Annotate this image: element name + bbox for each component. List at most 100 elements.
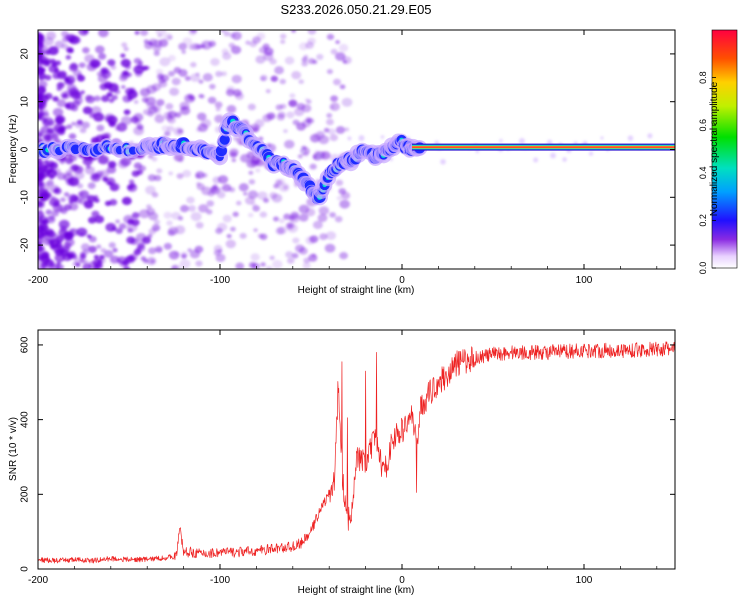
- noise-blob: [167, 110, 177, 119]
- noise-blob: [99, 83, 108, 91]
- noise-blob: [109, 183, 119, 192]
- noise-blob: [600, 136, 604, 140]
- noise-blob: [174, 225, 186, 235]
- noise-blob: [43, 112, 50, 118]
- noise-blob: [339, 84, 346, 90]
- noise-blob: [209, 83, 216, 90]
- noise-blob: [56, 71, 67, 80]
- noise-blob: [226, 233, 232, 239]
- noise-blob: [54, 188, 60, 194]
- noise-blob: [123, 214, 134, 224]
- noise-blob: [166, 220, 173, 226]
- noise-blob: [312, 220, 323, 230]
- noise-blob: [50, 195, 56, 200]
- noise-blob: [140, 256, 147, 261]
- noise-blob: [286, 111, 295, 119]
- noise-blob: [128, 179, 135, 185]
- noise-blob: [103, 249, 114, 258]
- noise-blob: [167, 35, 173, 40]
- noise-blob: [243, 191, 248, 196]
- noise-blob: [291, 252, 299, 259]
- noise-blob: [316, 154, 322, 159]
- noise-blob: [54, 60, 62, 66]
- noise-blob: [39, 35, 44, 39]
- noise-blob: [326, 69, 333, 75]
- noise-blob: [131, 212, 140, 219]
- noise-blob: [64, 103, 71, 109]
- noise-blob: [94, 45, 105, 54]
- noise-blob: [62, 93, 68, 99]
- noise-blob: [291, 70, 302, 80]
- noise-blob: [69, 63, 79, 71]
- noise-blob: [325, 231, 337, 240]
- noise-blob: [60, 197, 66, 203]
- noise-blob: [208, 40, 216, 47]
- noise-blob: [228, 187, 236, 193]
- spectrogram-y-axis: -20 -10 0 10 20: [20, 48, 675, 252]
- noise-blob: [38, 175, 44, 180]
- noise-blob: [283, 139, 295, 149]
- noise-blob: [56, 261, 61, 266]
- noise-blob: [63, 192, 70, 197]
- snr-y-tick-label: 400: [20, 411, 31, 428]
- noise-blob: [231, 31, 242, 41]
- noise-blob: [239, 232, 247, 239]
- noise-blob: [64, 34, 71, 40]
- noise-blob: [87, 182, 96, 189]
- noise-blob: [138, 165, 147, 172]
- noise-blob: [329, 134, 338, 142]
- noise-blob: [550, 152, 556, 159]
- noise-blob: [164, 130, 171, 137]
- noise-blob: [533, 157, 539, 163]
- colorbar: 0.0 0.2 0.4 0.6 0.8 Normalized spectral ampl…: [698, 29, 738, 274]
- noise-blob: [215, 253, 226, 263]
- noise-blob: [163, 211, 172, 219]
- noise-blob: [286, 257, 295, 264]
- noise-blob: [181, 50, 187, 54]
- noise-blob: [107, 161, 117, 169]
- noise-blob: [64, 238, 75, 247]
- noise-blob: [298, 79, 305, 85]
- noise-blob: [67, 193, 79, 203]
- noise-blob: [57, 128, 66, 136]
- noise-blob: [123, 46, 129, 52]
- noise-blob: [231, 158, 237, 163]
- noise-blob: [45, 31, 57, 41]
- noise-blob: [87, 216, 97, 224]
- noise-blob: [151, 83, 162, 92]
- noise-blob: [287, 223, 299, 233]
- noise-blob: [247, 212, 254, 218]
- noise-blob: [66, 124, 73, 130]
- noise-blob: [269, 255, 275, 261]
- noise-blob: [54, 115, 66, 124]
- noise-blob: [107, 59, 116, 66]
- noise-blob: [280, 39, 286, 44]
- noise-blob: [301, 104, 312, 113]
- noise-blob: [40, 255, 51, 264]
- noise-blob: [66, 79, 74, 85]
- noise-blob: [76, 119, 83, 125]
- noise-blob: [335, 40, 340, 45]
- snr-frame: [37, 329, 676, 570]
- noise-blob: [56, 172, 66, 180]
- noise-blob: [115, 227, 123, 234]
- noise-blob: [38, 45, 49, 54]
- noise-blob: [54, 253, 65, 263]
- noise-blob: [69, 203, 79, 211]
- spectrogram-x-tick-label: 100: [576, 275, 593, 286]
- noise-blob: [44, 92, 53, 100]
- noise-blob: [90, 172, 102, 182]
- noise-blob: [159, 57, 171, 67]
- noise-blob: [145, 65, 150, 70]
- noise-blob: [129, 87, 136, 93]
- colorbar-ticks: 0.0 0.2 0.4 0.6 0.8: [698, 71, 716, 274]
- noise-blob: [101, 95, 110, 102]
- noise-blob: [168, 250, 180, 260]
- noise-blob: [147, 111, 154, 117]
- noise-blob: [78, 30, 89, 36]
- noise-blob: [440, 158, 446, 165]
- noise-blob: [171, 77, 181, 86]
- noise-blob: [341, 97, 353, 107]
- noise-blob: [49, 261, 56, 267]
- snr-series-group: [38, 341, 675, 564]
